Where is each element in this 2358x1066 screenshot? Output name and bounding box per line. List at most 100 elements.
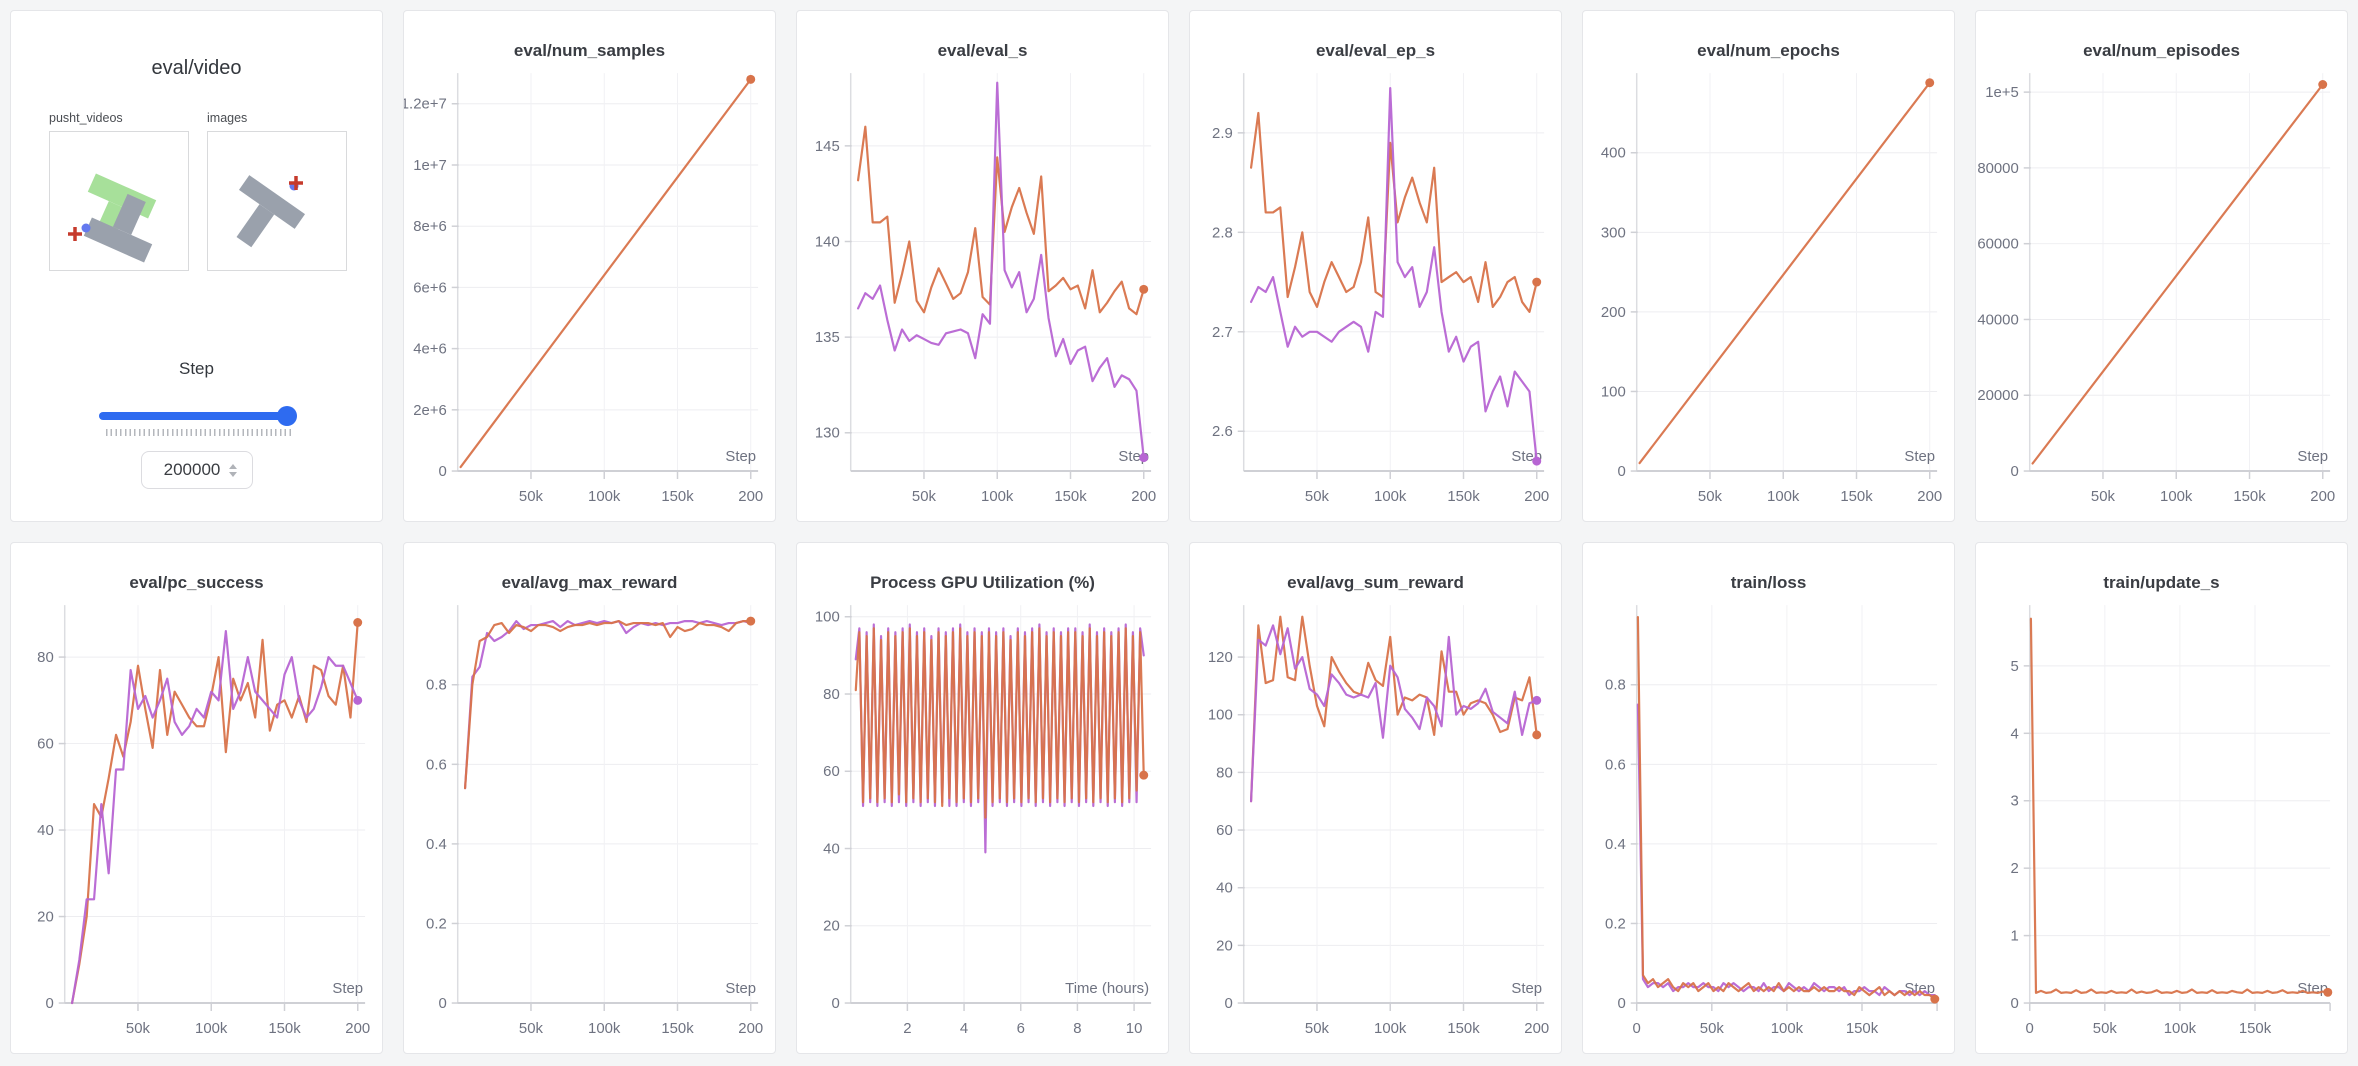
svg-text:100: 100 [1208,708,1233,724]
svg-text:150k: 150k [661,489,694,505]
svg-text:60: 60 [37,737,54,753]
pusht-scene-graphic [236,175,306,248]
svg-text:200: 200 [345,1021,370,1037]
step-input[interactable] [157,460,227,480]
svg-text:2.7: 2.7 [1212,325,1233,341]
svg-text:5: 5 [2010,659,2018,675]
svg-text:150k: 150k [661,1021,694,1037]
svg-text:Step: Step [2297,981,2328,997]
pusht-video-preview[interactable] [49,131,189,271]
svg-text:50k: 50k [1700,1021,1725,1037]
step-slider-knob[interactable] [277,406,297,426]
step-slider-track[interactable] [99,412,295,420]
svg-text:50k: 50k [1305,489,1330,505]
svg-text:100k: 100k [2164,1021,2197,1037]
step-slider[interactable] [99,405,297,427]
svg-text:60: 60 [1216,823,1233,839]
svg-text:6e+6: 6e+6 [413,280,447,296]
svg-text:100k: 100k [588,489,621,505]
svg-text:80000: 80000 [1977,161,2018,177]
svg-text:50k: 50k [2093,1021,2118,1037]
agent-dot [81,223,91,233]
chevron-up-icon[interactable] [229,463,237,469]
svg-text:0: 0 [1617,996,1625,1012]
images-preview[interactable] [207,131,347,271]
svg-text:0: 0 [1633,1021,1641,1037]
svg-text:100k: 100k [1374,489,1407,505]
svg-text:200: 200 [738,1021,763,1037]
svg-text:130: 130 [815,426,840,442]
panel-eval-pc-success: eval/pc_success 50k 100k 150k 200 0 20 40 60 80 S… [10,542,383,1054]
svg-text:4: 4 [2010,726,2018,742]
svg-text:0.8: 0.8 [426,678,447,694]
svg-text:20: 20 [823,919,840,935]
svg-text:150k: 150k [1447,1021,1480,1037]
svg-text:0.2: 0.2 [426,916,447,932]
svg-text:0: 0 [2026,1021,2034,1037]
svg-text:0.8: 0.8 [1605,678,1626,694]
svg-text:100k: 100k [2160,489,2193,505]
thumb-label: images [207,111,248,125]
chart-title: eval/num_episodes [2083,41,2240,60]
svg-text:Step: Step [332,981,363,997]
svg-text:40: 40 [1216,881,1233,897]
svg-text:200: 200 [1524,489,1549,505]
chart-title: train/update_s [2103,573,2220,592]
panel-train-update-s: train/update_s 0 50k 100k 150k 0 1 2 3 4 5 Step [1975,542,2348,1054]
video-thumb-pusht[interactable]: pusht_videos [49,111,189,271]
svg-text:120: 120 [1208,650,1233,666]
svg-text:80: 80 [823,687,840,703]
svg-text:100k: 100k [588,1021,621,1037]
chevron-down-icon[interactable] [229,471,237,477]
panel-eval-eval-s: eval/eval_s 50k 100k 150k 200 130 135 140 145 St… [796,10,1169,522]
svg-text:40: 40 [37,823,54,839]
goal-cross-icon [289,176,303,190]
svg-text:0: 0 [2010,464,2018,480]
step-input-box[interactable] [141,451,253,489]
svg-text:3: 3 [2010,794,2018,810]
panel-eval-num-samples: eval/num_samples 50k 100k 150k 200 0 2e+6 4e+6… [403,10,776,522]
chart-title: eval/avg_sum_reward [1287,573,1464,592]
panel-eval-avg-max-reward: eval/avg_max_reward 50k 100k 150k 200 0 0.2 0.… [403,542,776,1054]
video-thumb-images[interactable]: images [207,111,347,271]
chart-eval-pc-success[interactable]: 50k 100k 150k 200 0 20 40 60 80 Step [11,599,382,1049]
svg-text:40000: 40000 [1977,312,2018,328]
panel-eval-num-episodes: eval/num_episodes 50k 100k 150k 200 0 20000 40… [1975,10,2348,522]
svg-text:0: 0 [45,996,53,1012]
svg-text:150k: 150k [1840,489,1873,505]
chart-title: eval/num_epochs [1697,41,1840,60]
svg-text:0.2: 0.2 [1605,916,1626,932]
svg-text:50k: 50k [519,489,544,505]
panel-eval-avg-sum-reward: eval/avg_sum_reward 50k 100k 150k 200 0 20 40 6… [1189,542,1562,1054]
svg-text:150k: 150k [2239,1021,2272,1037]
chart-train-update-s[interactable]: 0 50k 100k 150k 0 1 2 3 4 5 Step [1976,599,2347,1049]
step-spinner[interactable] [229,463,237,477]
svg-text:0.4: 0.4 [426,837,447,853]
svg-text:Step: Step [2297,449,2328,465]
chart-eval-num-episodes[interactable]: 50k 100k 150k 200 0 20000 40000 60000 80000 1e+5 S… [1976,67,2347,517]
chart-title: eval/eval_ep_s [1315,41,1436,60]
svg-text:200: 200 [2310,489,2335,505]
svg-text:Step: Step [1511,981,1542,997]
svg-text:Step: Step [725,449,756,465]
svg-text:50k: 50k [1305,1021,1330,1037]
svg-text:60000: 60000 [1977,237,2018,253]
svg-text:60: 60 [823,764,840,780]
chart-eval-num-samples[interactable]: 50k 100k 150k 200 0 2e+6 4e+6 6e+6 8e+6 1e+7 1.2e+… [404,67,775,517]
goal-cross-icon [68,227,82,241]
chart-eval-avg-max-reward[interactable]: 50k 100k 150k 200 0 0.2 0.4 0.6 0.8 Step [404,599,775,1049]
chart-eval-avg-sum-reward[interactable]: 50k 100k 150k 200 0 20 40 60 80 100 120 Step [1190,599,1561,1049]
chart-eval-num-epochs[interactable]: 50k 100k 150k 200 0 100 200 300 400 Step [1583,67,1954,517]
svg-text:100: 100 [815,610,840,626]
svg-text:140: 140 [815,234,840,250]
svg-text:1.2e+7: 1.2e+7 [404,97,447,113]
svg-text:400: 400 [1601,146,1626,162]
svg-text:Time (hours): Time (hours) [1065,981,1149,997]
svg-text:50k: 50k [519,1021,544,1037]
chart-title: Process GPU Utilization (%) [870,573,1095,592]
